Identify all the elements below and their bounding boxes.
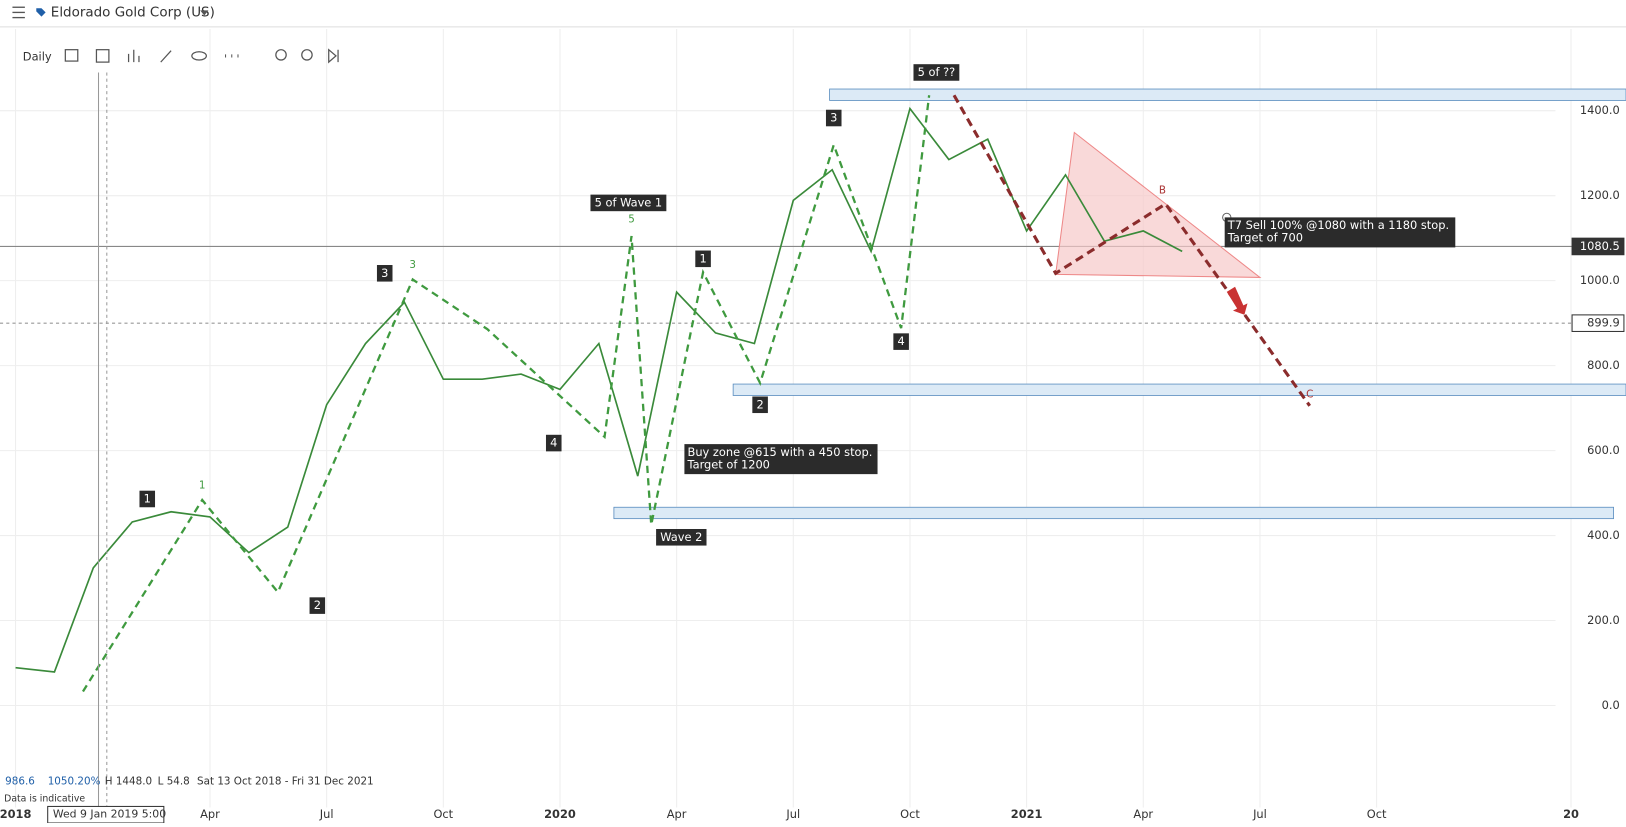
annotation-box bbox=[913, 64, 960, 81]
tool-icon[interactable] bbox=[127, 49, 140, 63]
annotation-label: 3 bbox=[381, 266, 388, 280]
annotation-label: 1 bbox=[199, 480, 206, 492]
x-tick-label: Oct bbox=[1367, 807, 1387, 821]
zone bbox=[732, 383, 1626, 396]
annotation-box bbox=[139, 490, 156, 508]
annotation-label: 4 bbox=[550, 436, 557, 450]
x-tick-label: Oct bbox=[900, 807, 920, 821]
last-price: 986.6 bbox=[5, 776, 35, 788]
skip-end[interactable] bbox=[328, 48, 339, 64]
price-label: 1080.5 bbox=[1580, 239, 1620, 253]
annotation-text: Buy zone @615 with a 450 stop. bbox=[688, 445, 873, 459]
x-tick-label: Jul bbox=[1252, 807, 1267, 821]
price-label-box bbox=[1571, 237, 1625, 256]
annotation-label: C bbox=[1306, 388, 1313, 400]
annotation-label: 5 of ?? bbox=[918, 65, 956, 79]
price-line-series bbox=[15, 106, 1183, 673]
x-tick-label: 20 bbox=[1563, 807, 1579, 821]
annotation-label: 3 bbox=[830, 111, 837, 125]
annotation-box bbox=[825, 109, 842, 127]
note: Data is indicative bbox=[4, 794, 85, 805]
annotation-label: 1 bbox=[144, 491, 151, 505]
annotation-label: 4 bbox=[898, 334, 905, 348]
low: L 54.8 bbox=[158, 776, 190, 788]
annotation-box bbox=[893, 333, 909, 350]
zone bbox=[829, 88, 1626, 101]
wave-count bbox=[81, 95, 931, 693]
annotation-label: 5 bbox=[628, 213, 635, 225]
tag-icon bbox=[36, 8, 46, 17]
annotation-label: 5 of Wave 1 bbox=[595, 195, 663, 209]
y-tick-label: 1400.0 bbox=[1580, 103, 1620, 117]
high: H 1448.0 bbox=[105, 776, 152, 788]
annotation-box bbox=[695, 250, 711, 268]
annotation-text: Target of 1200 bbox=[687, 457, 770, 471]
annotation-box bbox=[590, 194, 667, 212]
x-tick-label: Apr bbox=[667, 807, 687, 821]
x-tick-label: Jul bbox=[785, 807, 800, 821]
instrument-title[interactable]: Eldorado Gold Corp (US) bbox=[51, 5, 215, 20]
series bbox=[15, 106, 1183, 673]
x-tick-label: 2018 bbox=[0, 807, 31, 821]
annotations: 5 of ?? 3 5 of Wave 1 5 1 3 3 4 2 1 1 2 4 Wave 2 Buy z… bbox=[139, 64, 1456, 614]
zoom-in[interactable] bbox=[301, 49, 313, 61]
x-axis: 2018 Apr Jul Oct 2020 Apr Jul Oct 2021 Apr Jul Oct 2… bbox=[0, 807, 1579, 821]
y-tick-label: 200.0 bbox=[1587, 613, 1620, 627]
annotation-label: B bbox=[1159, 184, 1166, 196]
tool-icon[interactable] bbox=[95, 49, 110, 63]
x-tick-label: 2021 bbox=[1011, 807, 1043, 821]
toolbar bbox=[64, 48, 339, 64]
change: 1050.20% bbox=[48, 776, 101, 788]
y-tick-label: 0.0 bbox=[1602, 698, 1620, 712]
annotation-box bbox=[684, 444, 878, 475]
annotation-box bbox=[545, 434, 562, 452]
annotation-label: 3 bbox=[409, 259, 416, 271]
price-label: 899.9 bbox=[1587, 316, 1620, 330]
x-tick-label: Jul bbox=[319, 807, 334, 821]
crosshair-date: Wed 9 Jan 2019 5:00 bbox=[53, 808, 166, 821]
annotation-box bbox=[656, 528, 707, 546]
annotation-box bbox=[1224, 217, 1456, 248]
annotation-label: 2 bbox=[314, 598, 321, 612]
date-range: Sat 13 Oct 2018 - Fri 31 Dec 2021 bbox=[197, 776, 374, 788]
annotation-label: Wave 2 bbox=[660, 530, 702, 544]
arrow bbox=[1226, 286, 1248, 315]
tool-icon[interactable] bbox=[160, 50, 172, 63]
y-tick-label: 1200.0 bbox=[1580, 188, 1620, 202]
x-tick-label: Oct bbox=[433, 807, 453, 821]
x-tick-label: Apr bbox=[1133, 807, 1153, 821]
interval[interactable]: Daily bbox=[23, 49, 52, 63]
zone bbox=[613, 506, 1614, 520]
y-tick-label: 600.0 bbox=[1587, 443, 1620, 457]
annotation-text: T7 Sell 100% @1080 with a 1180 stop. bbox=[1227, 218, 1449, 232]
zoom-out[interactable] bbox=[275, 49, 287, 61]
annotation-box bbox=[752, 396, 768, 414]
tool-icon[interactable] bbox=[191, 51, 207, 61]
menu-icon[interactable] bbox=[12, 6, 25, 19]
y-tick-label: 400.0 bbox=[1587, 528, 1620, 542]
x-tick-label: Apr bbox=[200, 807, 220, 821]
annotation-box bbox=[309, 597, 326, 614]
annotation-box bbox=[376, 265, 393, 282]
annotation-label: 1 bbox=[699, 251, 706, 265]
annotation-label: 2 bbox=[756, 397, 763, 411]
y-tick-label: 1000.0 bbox=[1580, 273, 1620, 287]
zones bbox=[613, 88, 1626, 520]
price-label-box bbox=[1571, 314, 1625, 332]
dropdown-arrow[interactable] bbox=[200, 10, 209, 16]
annotation-text: Target of 700 bbox=[1227, 231, 1303, 245]
y-tick-label: 800.0 bbox=[1587, 358, 1620, 372]
x-tick-label: 2020 bbox=[544, 807, 576, 821]
tool-icon[interactable] bbox=[64, 49, 79, 62]
